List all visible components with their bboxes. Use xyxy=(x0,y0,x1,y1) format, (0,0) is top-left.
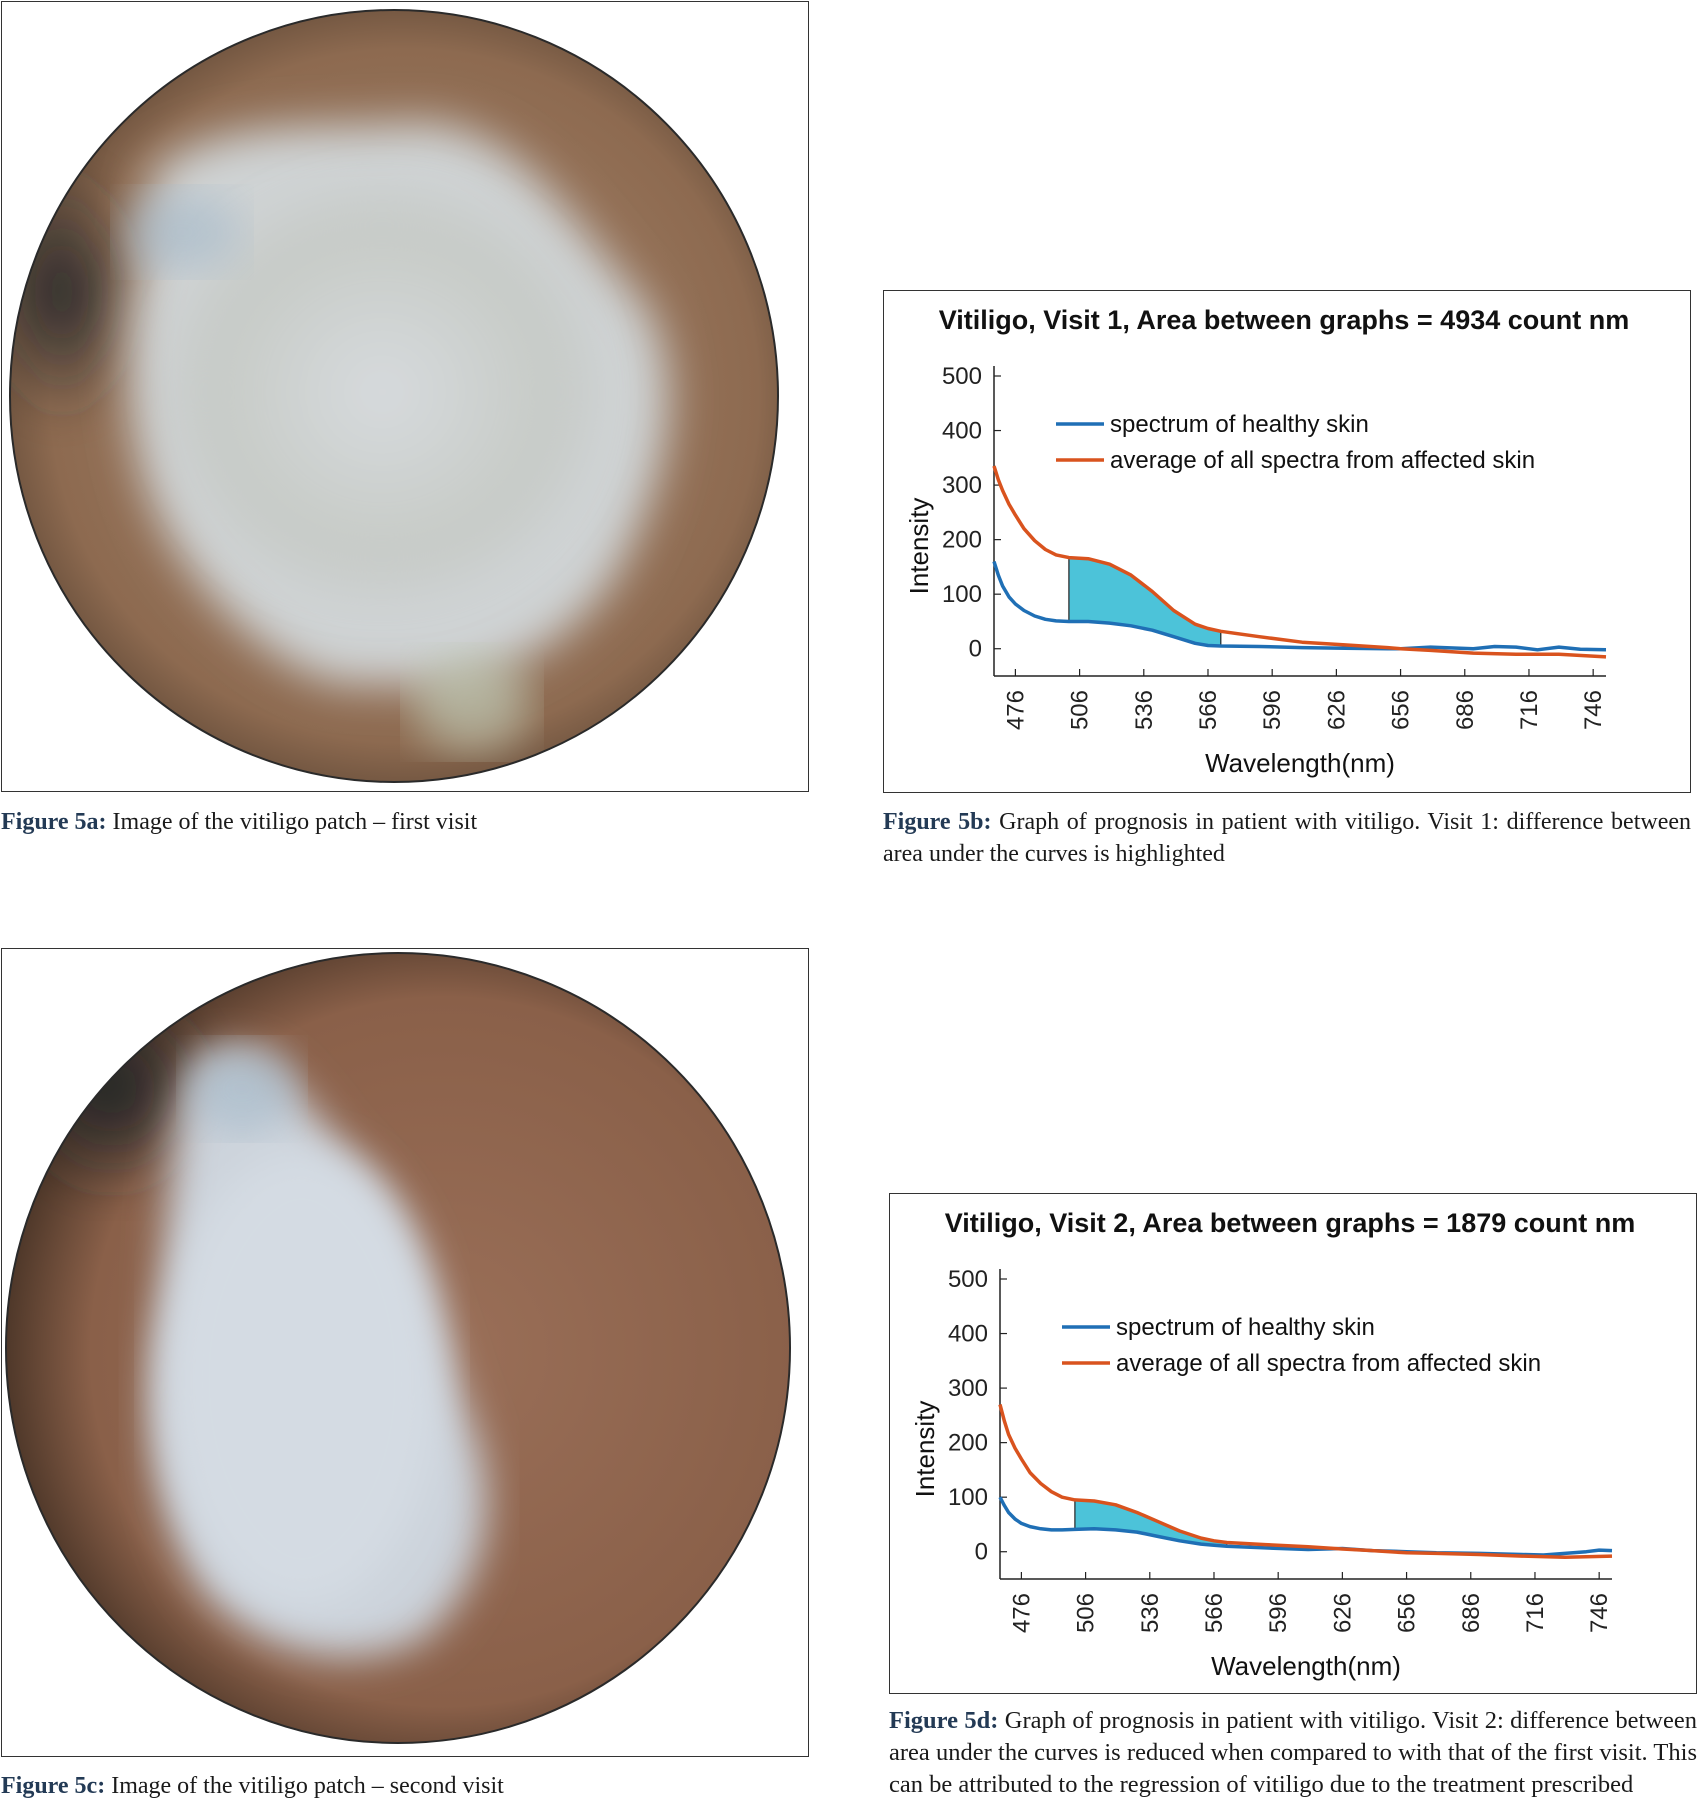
y-tick-label: 100 xyxy=(948,1484,988,1511)
chart-title: Vitiligo, Visit 1, Area between graphs =… xyxy=(939,305,1629,335)
caption-label: Figure 5c: xyxy=(1,1773,106,1799)
figure-5d-chart: Vitiligo, Visit 2, Area between graphs =… xyxy=(889,1193,1697,1694)
y-tick-label: 200 xyxy=(948,1430,988,1457)
y-tick-label: 0 xyxy=(969,636,982,663)
caption-text: Image of the vitiligo patch – first visi… xyxy=(106,809,478,835)
series-line-affected xyxy=(992,465,1607,659)
x-tick-label: 536 xyxy=(1131,690,1158,730)
y-tick-label: 500 xyxy=(942,363,982,390)
caption-label: Figure 5b: xyxy=(883,809,992,835)
y-tick-label: 400 xyxy=(948,1321,988,1348)
caption-label: Figure 5d: xyxy=(889,1707,999,1734)
caption-text: Image of the vitiligo patch – second vis… xyxy=(105,1773,504,1799)
figure-5c-caption: Figure 5c: Image of the vitiligo patch –… xyxy=(1,1770,809,1802)
x-tick-label: 626 xyxy=(1323,690,1350,730)
legend-label: spectrum of healthy skin xyxy=(1116,1314,1375,1341)
x-tick-label: 746 xyxy=(1580,690,1607,730)
caption-text: Graph of prognosis in patient with vitil… xyxy=(889,1707,1697,1798)
figure-5c-image xyxy=(1,948,809,1757)
series-line-affected xyxy=(998,1404,1613,1559)
series-line-healthy xyxy=(992,560,1607,652)
figure-5b-chart: Vitiligo, Visit 1, Area between graphs =… xyxy=(883,290,1691,793)
x-tick-label: 536 xyxy=(1137,1593,1164,1633)
x-tick-label: 656 xyxy=(1394,1593,1421,1633)
y-axis-label: Intensity xyxy=(904,498,934,595)
legend-label: spectrum of healthy skin xyxy=(1110,411,1369,438)
figure-5a-caption: Figure 5a: Image of the vitiligo patch –… xyxy=(1,806,809,838)
x-tick-label: 506 xyxy=(1067,690,1094,730)
y-tick-label: 500 xyxy=(948,1266,988,1293)
x-tick-label: 716 xyxy=(1522,1593,1549,1633)
x-tick-label: 626 xyxy=(1329,1593,1356,1633)
y-tick-label: 100 xyxy=(942,581,982,608)
x-axis-label: Wavelength(nm) xyxy=(1211,1651,1401,1681)
x-tick-label: 686 xyxy=(1452,690,1479,730)
legend-label: average of all spectra from affected ski… xyxy=(1110,447,1535,474)
figure-5d-caption: Figure 5d: Graph of prognosis in patient… xyxy=(889,1705,1697,1801)
y-tick-label: 300 xyxy=(942,472,982,499)
shaded-area-between-graphs xyxy=(1068,556,1222,647)
chart-title: Vitiligo, Visit 2, Area between graphs =… xyxy=(945,1208,1635,1238)
y-tick-label: 200 xyxy=(942,527,982,554)
caption-text: Graph of prognosis in patient with vitil… xyxy=(883,809,1692,867)
y-tick-label: 0 xyxy=(975,1539,988,1566)
figure-5b-caption: Figure 5b: Graph of prognosis in patient… xyxy=(883,806,1691,870)
x-tick-label: 596 xyxy=(1265,1593,1292,1633)
y-axis-label: Intensity xyxy=(910,1401,940,1498)
y-tick-label: 300 xyxy=(948,1375,988,1402)
x-tick-label: 566 xyxy=(1195,690,1222,730)
dermoscopy-photo-visit-1 xyxy=(10,10,778,782)
figure-5a-image xyxy=(1,1,809,792)
x-tick-label: 656 xyxy=(1388,690,1415,730)
y-tick-label: 400 xyxy=(942,418,982,445)
x-tick-label: 596 xyxy=(1259,690,1286,730)
x-tick-label: 506 xyxy=(1073,1593,1100,1633)
x-tick-label: 566 xyxy=(1201,1593,1228,1633)
x-tick-label: 716 xyxy=(1516,690,1543,730)
caption-label: Figure 5a: xyxy=(1,809,107,835)
legend-label: average of all spectra from affected ski… xyxy=(1116,1350,1541,1377)
x-tick-label: 686 xyxy=(1458,1593,1485,1633)
x-tick-label: 746 xyxy=(1586,1593,1613,1633)
x-axis-label: Wavelength(nm) xyxy=(1205,748,1395,778)
x-tick-label: 476 xyxy=(1008,1593,1035,1633)
x-tick-label: 476 xyxy=(1002,690,1029,730)
dermoscopy-photo-visit-2 xyxy=(6,953,790,1743)
